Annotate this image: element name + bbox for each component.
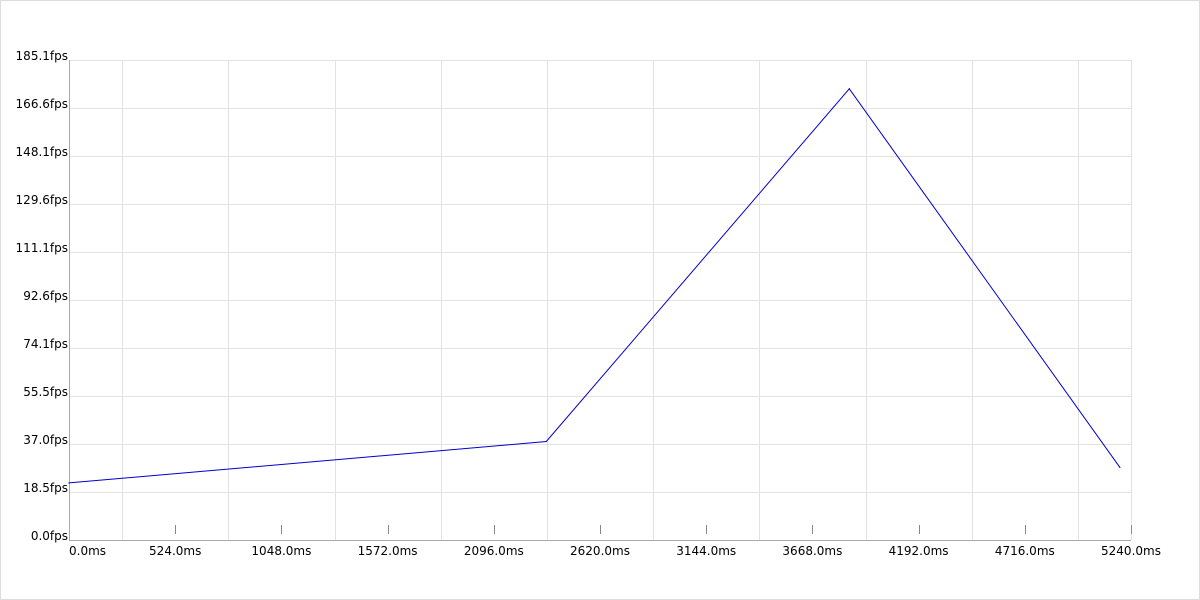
x-tick-label: 5240.0ms [1101,544,1161,558]
x-tick-label: 1048.0ms [251,544,311,558]
data-point [68,482,70,484]
data-point [1119,466,1121,468]
y-tick-label: 55.5fps [23,385,68,399]
tick-marks [175,525,1132,534]
axes [69,60,1132,541]
x-tick-label: 4192.0ms [889,544,949,558]
x-tick-label: 4716.0ms [995,544,1055,558]
y-tick-label: 74.1fps [23,337,68,351]
x-tick-label: 0.0ms [69,544,106,558]
y-tick-label: 129.6fps [16,193,68,207]
y-tick-label: 166.6fps [16,97,68,111]
x-tick-label: 2096.0ms [464,544,524,558]
y-tick-label: 111.1fps [16,241,68,255]
y-tick-label: 0.0fps [31,529,68,543]
grid-lines [69,60,1131,540]
fps-series-line [68,87,1121,484]
y-tick-label: 148.1fps [16,145,68,159]
x-tick-label: 3144.0ms [676,544,736,558]
data-point [848,88,850,90]
y-tick-label: 18.5fps [23,481,68,495]
y-tick-label: 37.0fps [23,433,68,447]
x-tick-label: 1572.0ms [358,544,418,558]
series-layer [68,87,1121,484]
x-tick-label: 2620.0ms [570,544,630,558]
y-tick-label: 185.1fps [16,49,68,63]
x-tick-label: 524.0ms [149,544,201,558]
tick-labels: 0.0fps 18.5fps 37.0fps 55.5fps 74.1fps 92.6fp… [16,49,1161,558]
data-point [545,440,547,443]
y-tick-label: 92.6fps [23,289,68,303]
x-tick-label: 3668.0ms [782,544,842,558]
